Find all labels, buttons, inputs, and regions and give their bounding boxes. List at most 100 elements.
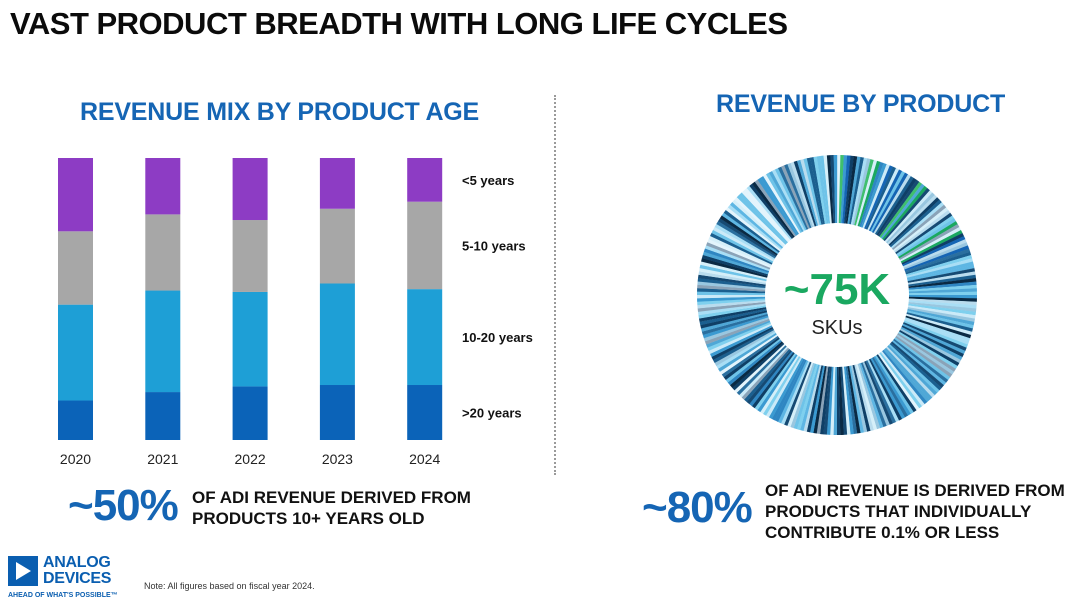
donut-slice: [766, 172, 803, 233]
donut-slice: [781, 165, 810, 229]
donut-slice: [838, 155, 844, 224]
revenue-by-product-donut-chart: ~75K SKUs: [696, 154, 978, 436]
donut-slice: [706, 320, 771, 348]
donut-slice: [701, 254, 769, 277]
donut-slice: [721, 335, 779, 378]
donut-slice: [882, 185, 928, 241]
donut-slice: [739, 346, 788, 398]
donut-slice: [850, 157, 868, 225]
donut-slice: [852, 158, 871, 226]
donut-slice: [777, 360, 809, 424]
donut-slice: [896, 215, 955, 256]
donut-slice: [837, 155, 841, 224]
donut-slice: [793, 363, 817, 430]
donut-slice: [843, 155, 855, 224]
donut-slice: [855, 363, 878, 431]
donut-slice: [719, 334, 778, 375]
donut-slice: [744, 348, 791, 402]
donut-slice: [889, 342, 942, 391]
donut-slice: [859, 161, 884, 228]
donut-slice: [892, 204, 947, 250]
donut-slice: [908, 281, 977, 290]
donut-slice: [751, 352, 795, 409]
legend-label: 5-10 years: [462, 238, 526, 253]
donut-slice: [800, 364, 820, 431]
donut-slice: [905, 254, 973, 277]
donut-slice: [803, 364, 822, 432]
donut-slice: [902, 322, 967, 352]
donut-slice: [749, 351, 794, 407]
donut-slice: [887, 345, 938, 396]
bar-segment: [145, 158, 181, 215]
donut-slice: [806, 157, 824, 225]
donut-slice: [697, 291, 766, 295]
donut-slice: [890, 341, 944, 388]
donut-slice: [883, 188, 930, 242]
donut-slice: [698, 274, 766, 287]
x-tick-label: 2024: [409, 451, 440, 467]
bar-segment: [58, 304, 93, 401]
donut-slice: [855, 159, 878, 227]
donut-slice: [904, 318, 970, 345]
donut-slice: [907, 271, 976, 285]
page-title: VAST PRODUCT BREADTH WITH LONG LIFE CYCL…: [10, 6, 788, 41]
donut-slice: [867, 359, 900, 423]
donut-slice: [842, 155, 851, 224]
donut-slice: [711, 326, 774, 361]
donut-slice: [730, 202, 784, 249]
legend-label: 10-20 years: [462, 330, 533, 345]
donut-slice: [852, 364, 871, 432]
bar-segment: [58, 231, 93, 305]
donut-slice: [784, 361, 812, 426]
donut-slice: [698, 303, 766, 316]
donut-slice: [904, 245, 970, 272]
donut-slice: [699, 308, 767, 326]
donut-slice: [865, 360, 896, 424]
donut-slice: [702, 315, 769, 339]
donut-slice: [908, 301, 977, 313]
donut-slice: [906, 312, 973, 332]
donut-slice: [867, 168, 900, 231]
donut-slice: [887, 194, 938, 245]
donut-slice: [703, 248, 770, 273]
donut-slice: [757, 354, 798, 413]
donut-slice: [847, 365, 861, 434]
x-tick-label: 2023: [322, 451, 353, 467]
bar-segment: [145, 392, 181, 440]
donut-slice: [899, 329, 960, 367]
donut-slice: [826, 155, 834, 224]
donut-slice: [816, 156, 829, 224]
donut-slice: [857, 160, 881, 227]
donut-slice: [809, 365, 825, 433]
donut-slice: [903, 320, 968, 348]
donut-center-label: SKUs: [811, 317, 862, 339]
donut-slice: [864, 361, 893, 425]
donut-slice: [880, 183, 925, 239]
bar-segment: [319, 283, 355, 386]
donut-slice: [897, 332, 956, 372]
donut-slice: [813, 365, 827, 434]
donut-slice: [697, 300, 766, 309]
bar-segment: [232, 220, 268, 292]
donut-slice: [707, 238, 772, 268]
donut-slice: [723, 209, 780, 253]
donut-slice: [727, 340, 782, 386]
donut-slice: [793, 160, 817, 227]
donut-slice: [891, 340, 947, 386]
donut-slice: [899, 224, 960, 261]
donut-slice: [752, 181, 795, 238]
donut-slice: [907, 308, 975, 326]
donut-slice: [873, 174, 912, 234]
donut-slice: [700, 310, 768, 329]
footnote: Note: All figures based on fiscal year 2…: [144, 581, 315, 591]
donut-slice: [901, 232, 965, 265]
donut-slice: [895, 212, 953, 255]
donut-slice: [830, 366, 836, 435]
donut-slice: [754, 353, 797, 411]
donut-slice: [907, 264, 975, 282]
donut-slice: [771, 169, 806, 232]
donut-slice: [698, 271, 767, 285]
donut-slice: [700, 261, 768, 280]
donut-slice: [816, 366, 829, 434]
donut-slice: [701, 258, 768, 278]
